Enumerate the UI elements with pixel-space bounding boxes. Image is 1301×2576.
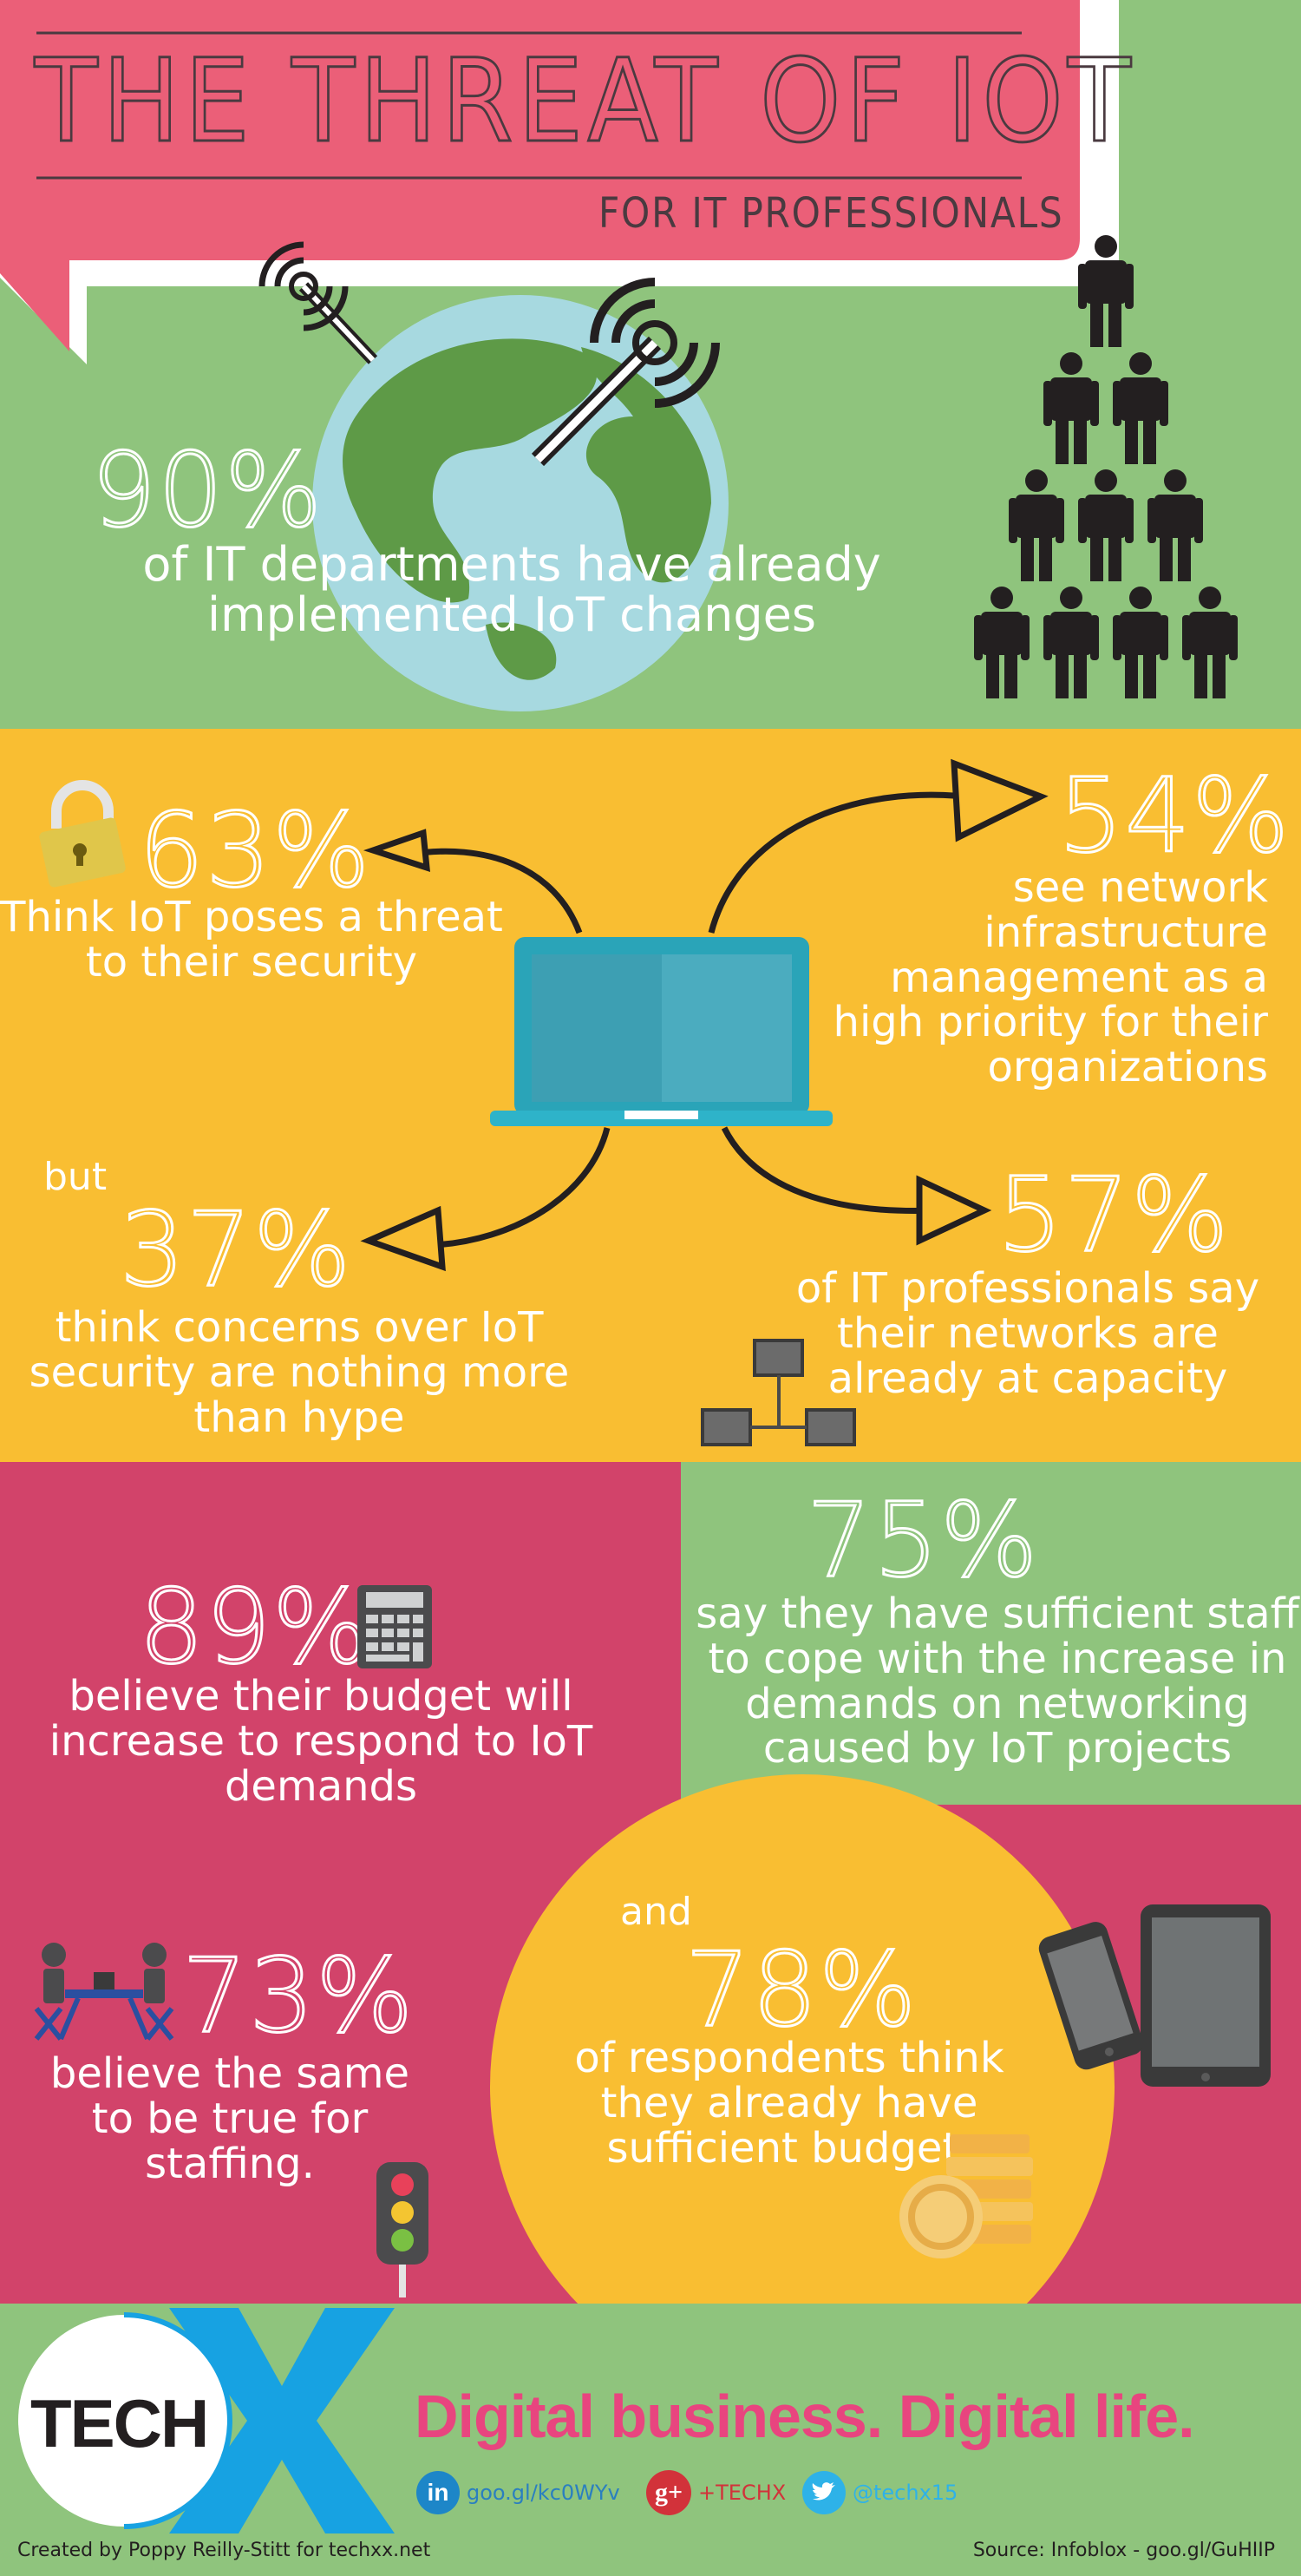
devices-icon	[1038, 1904, 1271, 2087]
person-icon	[1147, 469, 1203, 581]
globe-icon	[312, 295, 729, 711]
coins-icon	[899, 2134, 1033, 2258]
stat-57-value: 57%	[996, 1155, 1231, 1275]
stat-78-prefix: and	[620, 1890, 692, 1934]
stat-37-text: think concerns over IoT security are not…	[29, 1303, 570, 1442]
green-panel	[681, 1462, 1301, 1805]
tagline: Digital business. Digital life.	[415, 2383, 1195, 2450]
person-icon	[1043, 352, 1099, 464]
padlock-icon	[39, 780, 126, 888]
stat-89-value: 89%	[137, 1567, 372, 1687]
person-icon	[1009, 469, 1064, 581]
traffic-light-icon	[376, 2162, 428, 2297]
linkedin-icon: in	[416, 2471, 460, 2514]
stat-78-value: 78%	[683, 1930, 919, 2049]
person-icon	[1113, 587, 1168, 698]
stat-73-value: 73%	[180, 1936, 415, 2055]
person-icon	[1078, 235, 1134, 347]
linkedin-link[interactable]: goo.gl/kc0WYv	[467, 2481, 620, 2505]
stat-57-text: of IT professionals say their networks a…	[795, 1264, 1260, 1403]
page-title: THE THREAT OF IOT	[34, 35, 1136, 168]
laptop-icon	[490, 937, 833, 1126]
stat-75-text: say they have sufficient staff to cope w…	[696, 1590, 1299, 1773]
stat-63-text: Think IoT poses a threat to their securi…	[0, 893, 503, 986]
person-icon	[1182, 587, 1238, 698]
person-icon	[1043, 587, 1099, 698]
stat-89-text: believe their budget will increase to re…	[49, 1672, 593, 1811]
page-subtitle: FOR IT PROFESSIONALS	[598, 189, 1064, 238]
social-linkedin[interactable]: in goo.gl/kc0WYv	[416, 2471, 620, 2514]
antenna-icon	[258, 241, 378, 364]
google-plus-link[interactable]: +TECHX	[698, 2481, 787, 2505]
antenna-icon	[531, 278, 720, 467]
yellow-circle	[490, 1774, 1115, 2399]
stat-37-value: 37%	[118, 1190, 353, 1309]
stat-37-prefix: but	[43, 1155, 108, 1199]
social-twitter[interactable]: @techx15	[802, 2471, 958, 2514]
arrows-diagram	[360, 758, 1049, 1272]
google-plus-icon: g+	[646, 2470, 691, 2515]
stat-90-value: 90%	[89, 430, 324, 550]
twitter-link[interactable]: @techx15	[853, 2481, 958, 2505]
credit-text: Created by Poppy Reilly-Stitt for techxx…	[17, 2540, 431, 2561]
person-icon	[974, 587, 1030, 698]
source-text: Source: Infoblox - goo.gl/GuHIIP	[972, 2540, 1275, 2561]
person-icon	[1078, 469, 1134, 581]
network-icon	[701, 1339, 856, 1446]
person-icon	[1113, 352, 1168, 464]
techx-logo-text: TECH	[30, 2385, 209, 2461]
stat-63-value: 63%	[137, 790, 372, 910]
people-pyramid-icon	[974, 235, 1238, 698]
stat-54-text: see network infrastructure management as…	[833, 863, 1268, 1092]
meeting-icon	[34, 1943, 174, 2041]
social-googleplus[interactable]: g+ +TECHX	[646, 2470, 787, 2515]
calculator-icon	[357, 1585, 432, 1668]
twitter-icon	[802, 2471, 846, 2514]
techx-logo	[18, 2308, 395, 2533]
stat-78-text: of respondents think they already have s…	[574, 2034, 1004, 2173]
stat-75-value: 75%	[805, 1480, 1040, 1600]
stat-73-text: believe the same to be true for staffing…	[49, 2049, 410, 2188]
stat-54-value: 54%	[1056, 756, 1291, 875]
stat-90-text: of IT departments have already implement…	[142, 537, 881, 643]
